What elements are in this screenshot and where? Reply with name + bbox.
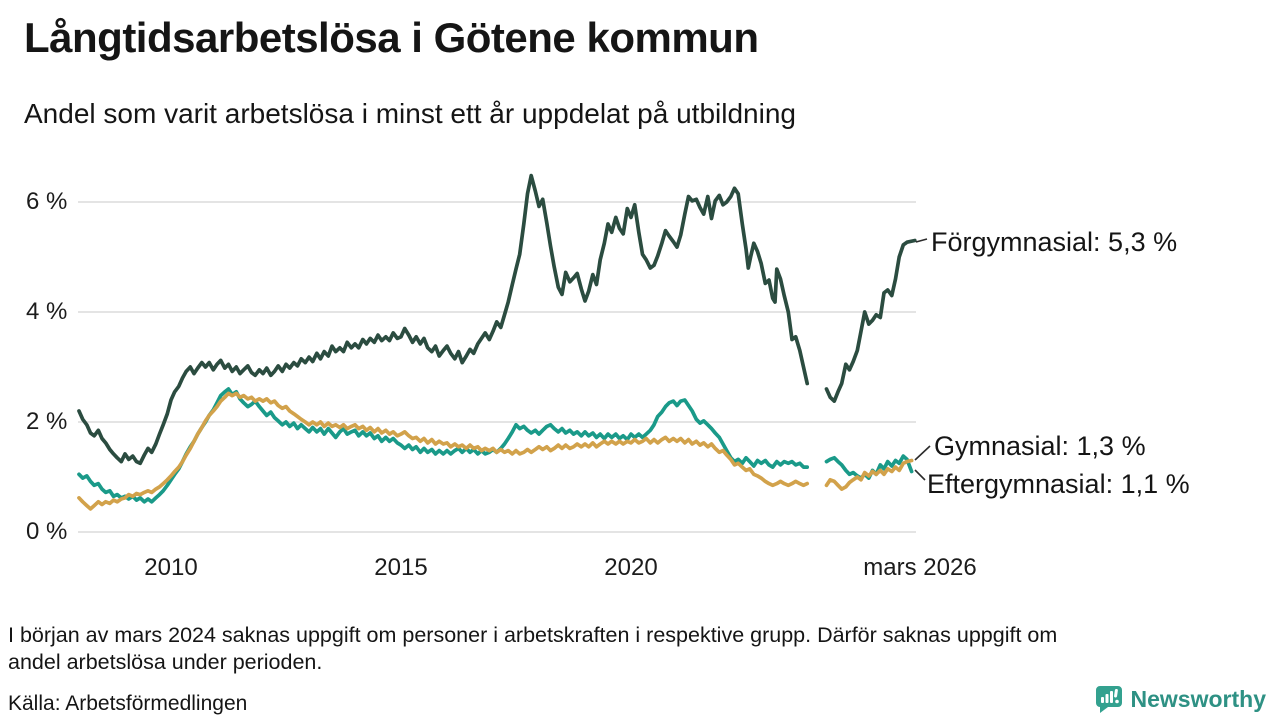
- gridlines: [78, 201, 916, 533]
- series-line-förgymnasial-segment-2: [824, 238, 917, 403]
- newsworthy-logo: Newsworthy: [1094, 684, 1266, 714]
- series-line-gymnasial-segment-2: [824, 458, 914, 491]
- callout-lines: [914, 238, 931, 481]
- logo-bars: [1100, 689, 1119, 704]
- footnote-line-2: andel arbetslösa under perioden.: [8, 650, 323, 674]
- newsworthy-logo-icon: [1095, 686, 1122, 713]
- series-label-forgymnasial: Förgymnasial: 5,3 %: [931, 227, 1178, 257]
- series-lines: [77, 173, 917, 511]
- page-title: Långtidsarbetslösa i Götene kommun: [24, 14, 759, 61]
- x-tick-label-2015: 2015: [374, 554, 428, 581]
- callout-line-forgymnasial: [915, 238, 928, 243]
- callout-line-eftergymnasial: [914, 469, 926, 481]
- y-tick-label-2: 2 %: [26, 408, 68, 435]
- x-tick-label-2010: 2010: [144, 554, 198, 581]
- y-tick-label-4: 4 %: [26, 298, 68, 325]
- footnote: I början av mars 2024 saknas uppgift om …: [8, 622, 1258, 676]
- chart-subtitle: Andel som varit arbetslösa i minst ett å…: [24, 98, 796, 129]
- x-tick-label-mars-2026: mars 2026: [863, 554, 977, 581]
- footnote-line-1: I början av mars 2024 saknas uppgift om …: [8, 623, 1058, 647]
- x-tick-label-2020: 2020: [604, 554, 658, 581]
- series-label-gymnasial: Gymnasial: 1,3 %: [934, 431, 1146, 461]
- newsworthy-logo-text: Newsworthy: [1130, 685, 1266, 712]
- callout-line-gymnasial: [914, 445, 931, 461]
- series-line-eftergymnasial-segment-2: [824, 454, 914, 480]
- series-label-eftergymnasial: Eftergymnasial: 1,1 %: [927, 469, 1190, 499]
- source-note: Källa: Arbetsförmedlingen: [8, 692, 248, 715]
- y-tick-label-6: 6 %: [26, 188, 68, 215]
- series-line-förgymnasial-segment-1: [77, 173, 810, 466]
- series-line-gymnasial-segment-1: [77, 391, 810, 511]
- y-tick-label-0: 0 %: [26, 518, 68, 545]
